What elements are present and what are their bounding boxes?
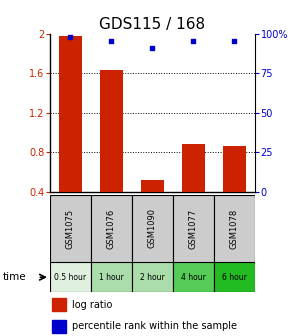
Text: GSM1090: GSM1090 <box>148 208 157 249</box>
Point <box>109 38 114 43</box>
Text: time: time <box>3 272 27 282</box>
Bar <box>52 320 66 333</box>
Text: GSM1075: GSM1075 <box>66 208 75 249</box>
Bar <box>173 195 214 262</box>
Bar <box>59 36 81 192</box>
Bar <box>50 195 91 262</box>
Text: 4 hour: 4 hour <box>181 273 206 282</box>
Bar <box>132 195 173 262</box>
Text: 1 hour: 1 hour <box>99 273 124 282</box>
Point <box>68 34 73 39</box>
Point <box>232 39 237 44</box>
Text: log ratio: log ratio <box>72 300 113 309</box>
Bar <box>214 262 255 292</box>
Bar <box>50 262 91 292</box>
Point <box>150 46 155 51</box>
Text: GSM1078: GSM1078 <box>230 208 239 249</box>
Bar <box>223 146 246 192</box>
Text: 6 hour: 6 hour <box>222 273 247 282</box>
Point <box>191 38 196 43</box>
Bar <box>182 144 205 192</box>
Text: 0.5 hour: 0.5 hour <box>54 273 86 282</box>
Title: GDS115 / 168: GDS115 / 168 <box>99 17 205 33</box>
Bar <box>141 180 163 192</box>
Text: GSM1077: GSM1077 <box>189 208 198 249</box>
Bar <box>52 298 66 311</box>
Text: GSM1076: GSM1076 <box>107 208 116 249</box>
Text: percentile rank within the sample: percentile rank within the sample <box>72 322 237 331</box>
Bar <box>214 195 255 262</box>
Bar <box>91 195 132 262</box>
Bar <box>91 262 132 292</box>
Bar <box>173 262 214 292</box>
Bar <box>100 70 123 192</box>
Text: 2 hour: 2 hour <box>140 273 165 282</box>
Bar <box>132 262 173 292</box>
